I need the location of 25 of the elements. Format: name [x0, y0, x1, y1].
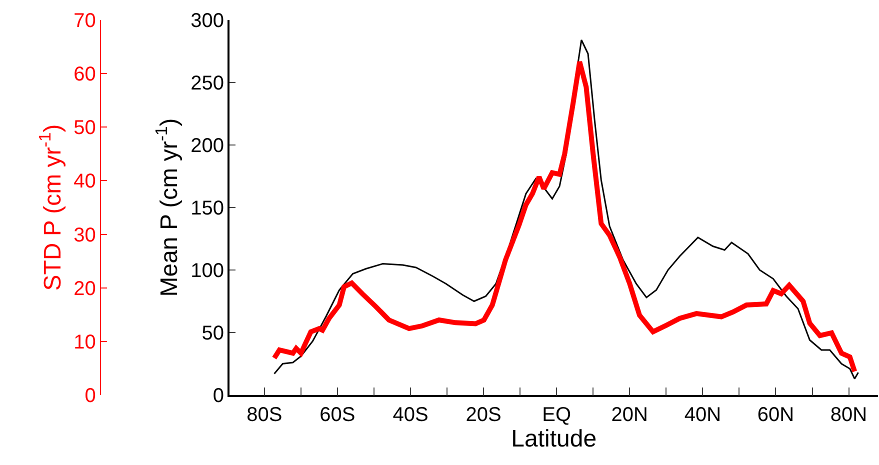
x-axis-title: Latitude	[511, 426, 597, 453]
y-tick-label: 0	[212, 385, 224, 407]
x-tick-label: 60S	[320, 404, 356, 426]
y-tick-label: 250	[190, 72, 224, 94]
x-tick-label: 20N	[611, 404, 648, 426]
y2-tick-label: 70	[74, 10, 96, 32]
y2-tick-label: 30	[74, 224, 96, 246]
y-tick-label: 300	[190, 10, 224, 32]
y2-tick-label: 20	[74, 278, 96, 300]
y2-tick-label: 60	[74, 64, 96, 86]
x-tick-label: 40S	[392, 404, 428, 426]
x-tick-label: 80S	[246, 404, 282, 426]
x-tick-label: 80N	[830, 404, 868, 426]
x-tick-label: 20S	[466, 404, 502, 426]
y-tick-label: 100	[190, 260, 224, 282]
y2-tick-label: 10	[74, 331, 96, 354]
y-tick-label: 200	[190, 135, 224, 157]
x-tick-label: 40N	[684, 404, 722, 426]
y-tick-label: 150	[190, 198, 224, 220]
y-tick-label: 50	[202, 322, 224, 344]
x-tick-label: EQ	[542, 404, 572, 426]
y2-tick-label: 40	[74, 170, 96, 193]
y2-tick-label: 50	[74, 117, 96, 140]
y2-tick-label: 0	[84, 385, 96, 407]
x-tick-label: 60N	[757, 404, 794, 426]
